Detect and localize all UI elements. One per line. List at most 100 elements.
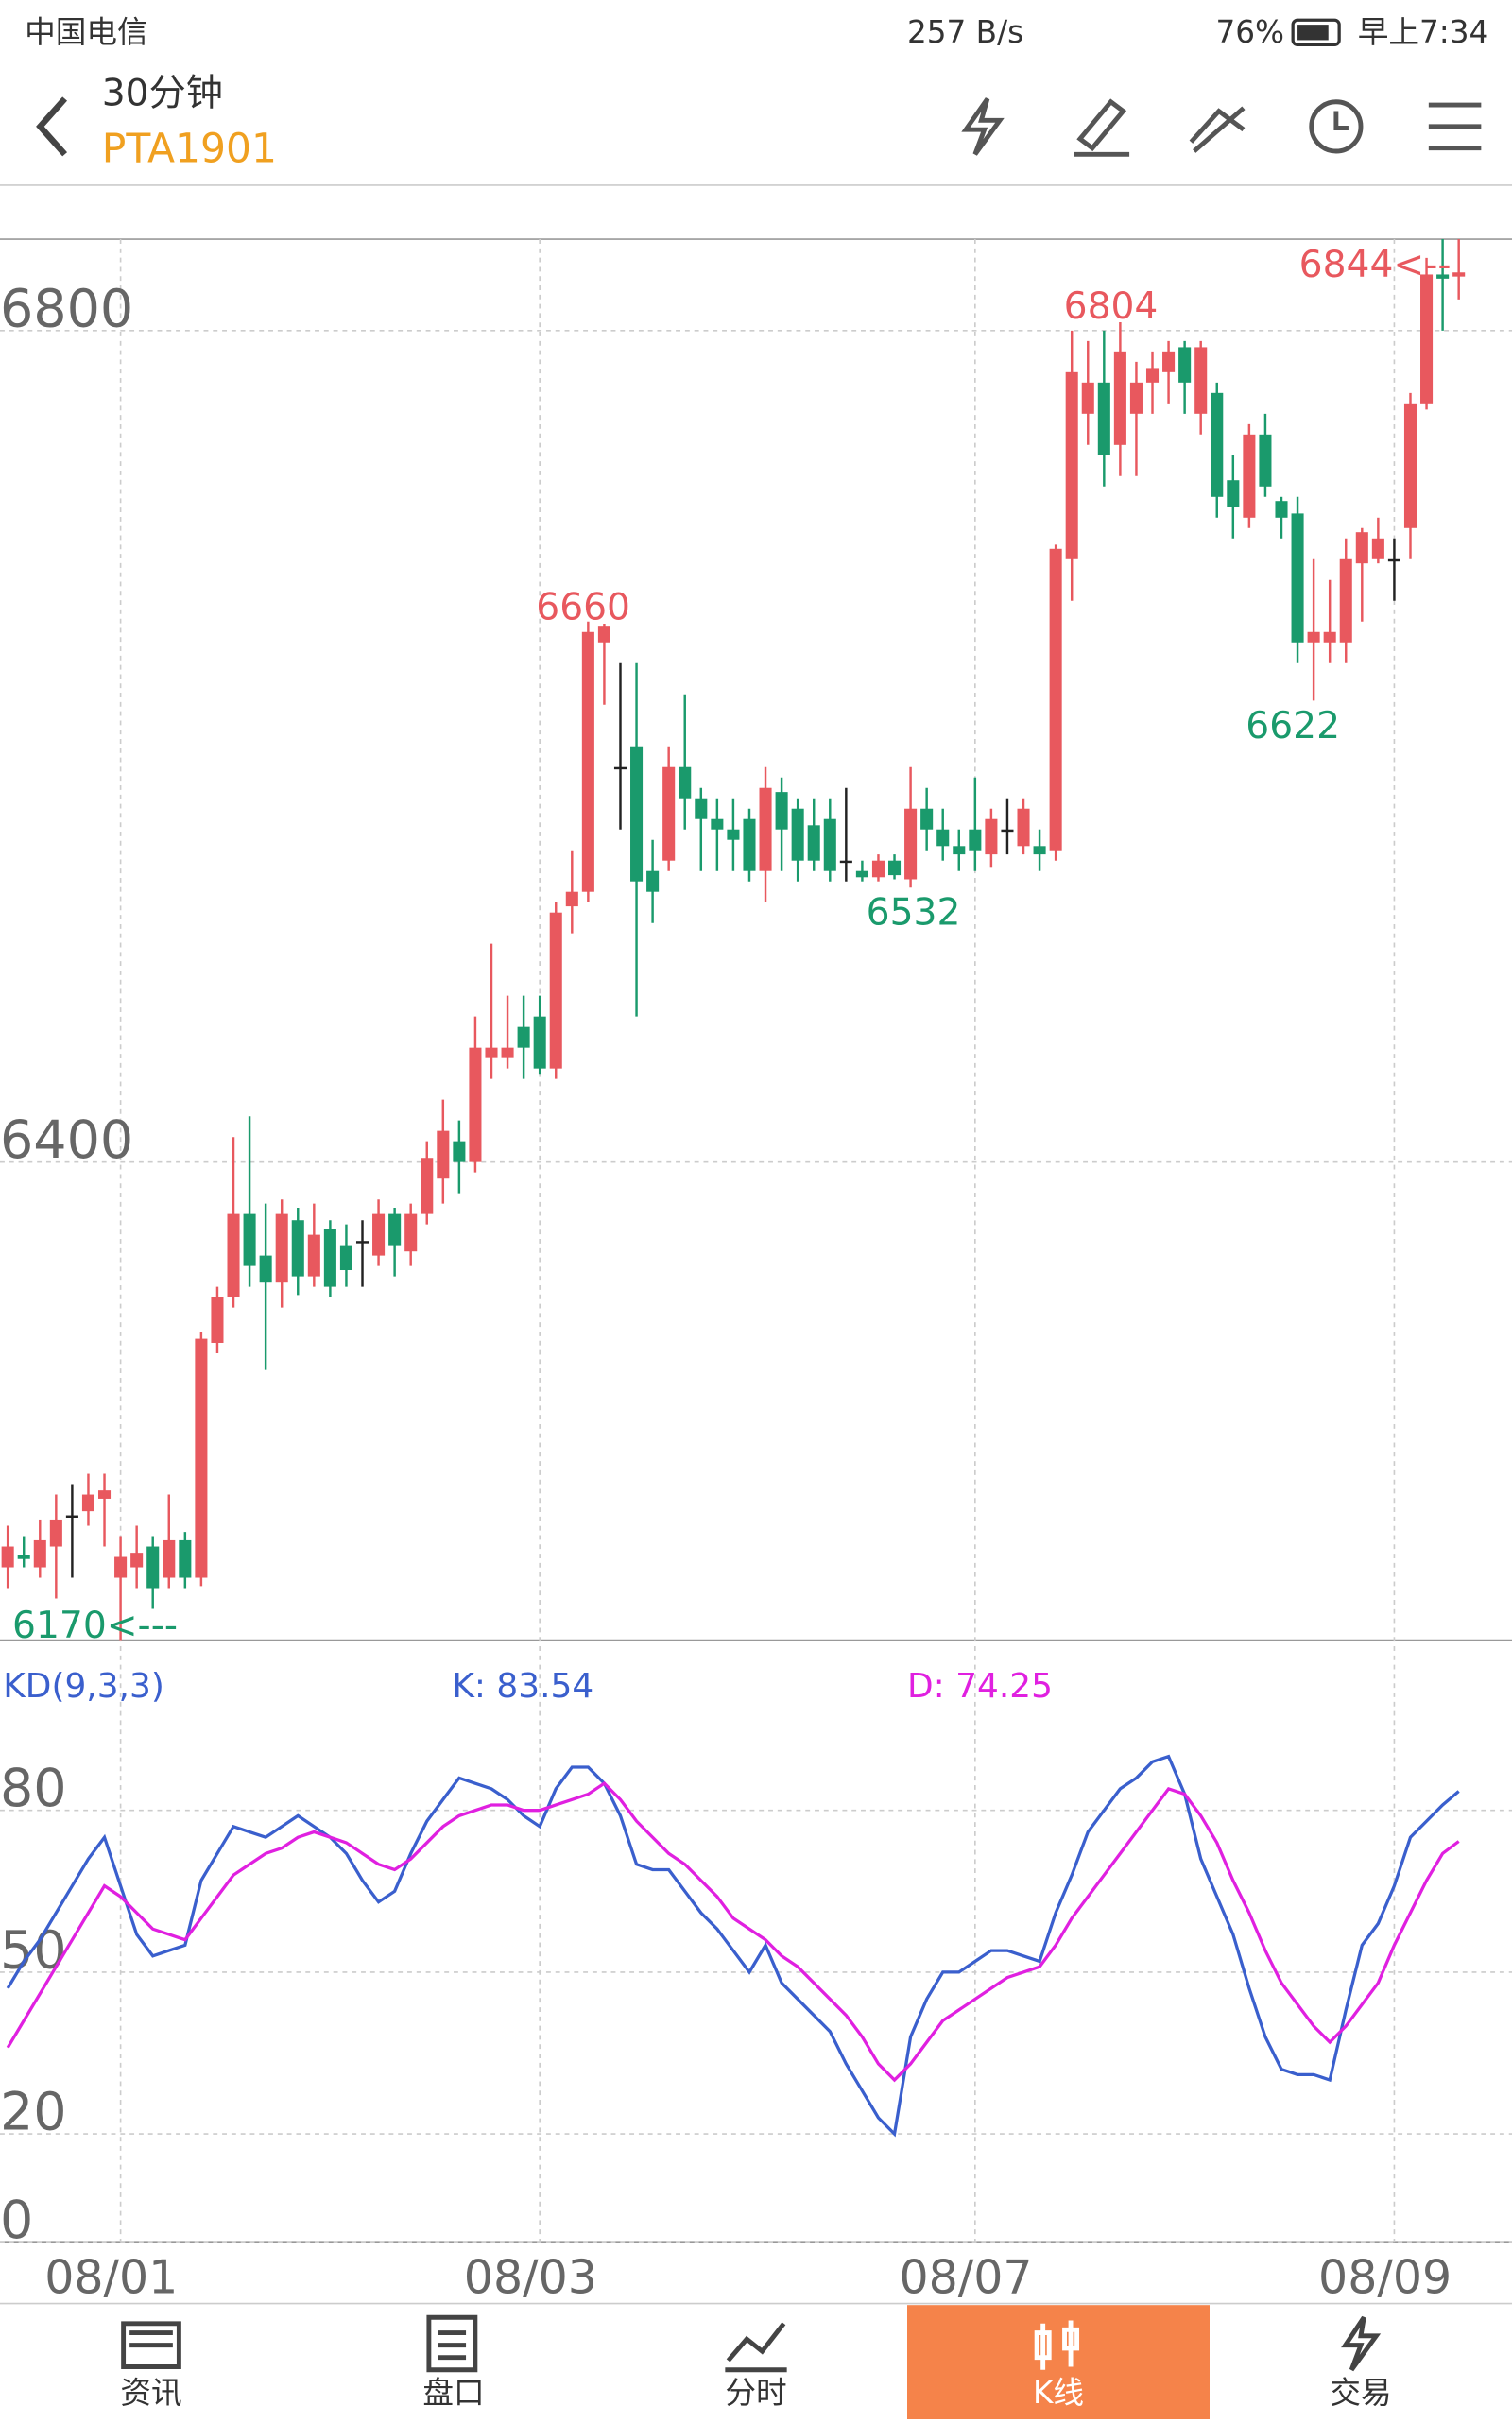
candle-body xyxy=(195,1338,208,1578)
nav-icon[interactable] xyxy=(426,2314,478,2373)
price-annotation: 6532 xyxy=(867,892,961,935)
candle-body xyxy=(695,798,708,819)
nav-label[interactable]: K线 xyxy=(1033,2375,1084,2411)
candle-body xyxy=(114,1556,128,1578)
candle-body xyxy=(1178,347,1192,383)
candle-body xyxy=(1162,351,1176,372)
candle-body xyxy=(953,846,966,855)
candle-body xyxy=(662,766,676,861)
candle-body xyxy=(243,1213,256,1266)
candle-body xyxy=(936,829,950,847)
candle-body xyxy=(517,1026,530,1048)
k-label: K: 83.54 xyxy=(452,1667,593,1706)
candle-body xyxy=(711,818,724,830)
candle-body xyxy=(404,1213,418,1252)
candle-body xyxy=(49,1519,62,1547)
candle-body xyxy=(98,1490,112,1499)
d-label: D: 74.25 xyxy=(907,1667,1053,1706)
candle-body xyxy=(1291,513,1304,643)
carrier: 中国电信 xyxy=(25,14,148,50)
candle-body xyxy=(743,818,756,871)
price-annotation: 6622 xyxy=(1246,705,1340,748)
candle-body xyxy=(646,870,660,892)
indicator-icon[interactable] xyxy=(1189,106,1246,153)
candle-body xyxy=(163,1539,176,1578)
candle-body xyxy=(1049,548,1062,851)
candle-body xyxy=(1081,382,1094,414)
candle-body xyxy=(501,1047,514,1058)
candle-body xyxy=(759,787,772,871)
y-tick-label: 0 xyxy=(0,2190,33,2251)
candle-body xyxy=(130,1553,144,1568)
candle-body xyxy=(421,1158,434,1214)
candle-body xyxy=(1145,368,1160,383)
menu-icon[interactable] xyxy=(1428,102,1482,151)
x-tick-label: 08/03 xyxy=(464,2251,597,2305)
candle-body xyxy=(549,912,562,1069)
candle-body xyxy=(81,1494,94,1512)
price-annotation: 6844<-- xyxy=(1299,244,1452,286)
candle-body xyxy=(1227,480,1240,507)
candle-body xyxy=(275,1213,288,1283)
candle-body xyxy=(1129,382,1143,414)
candle-body xyxy=(485,1047,498,1058)
candle-body xyxy=(775,792,788,830)
x-tick-label: 08/09 xyxy=(1318,2251,1452,2305)
candle-body xyxy=(323,1229,336,1287)
candle-body xyxy=(1065,371,1078,559)
nav-label[interactable]: 资讯 xyxy=(120,2375,181,2411)
draw-icon[interactable] xyxy=(1074,98,1130,157)
price-annotation: 6170<--- xyxy=(12,1605,178,1647)
candle-body xyxy=(307,1234,320,1277)
nav-icon[interactable] xyxy=(1034,2320,1080,2370)
candle-body xyxy=(1371,538,1384,559)
y-tick-label: 80 xyxy=(0,1758,67,1819)
y-tick-label: 6800 xyxy=(0,278,133,339)
candle-body xyxy=(679,766,692,799)
x-tick-label: 08/01 xyxy=(44,2251,178,2305)
nav-icon[interactable] xyxy=(121,2321,181,2369)
symbol: PTA1901 xyxy=(102,127,277,173)
candle-body xyxy=(1355,532,1368,564)
candle-body xyxy=(985,818,998,855)
candle-body xyxy=(1033,846,1046,855)
candle-body xyxy=(855,870,868,878)
period: 30分钟 xyxy=(102,73,223,115)
candle-body xyxy=(1339,558,1352,643)
nav-label[interactable]: 交易 xyxy=(1330,2375,1391,2411)
candle-body xyxy=(807,825,820,861)
candle-body xyxy=(871,860,885,878)
battery: 76% xyxy=(1216,14,1285,50)
nav-icon[interactable] xyxy=(725,2322,787,2373)
flash-icon[interactable] xyxy=(961,97,1005,156)
candle-body xyxy=(888,860,902,876)
candle-body xyxy=(791,808,804,861)
candle-body xyxy=(146,1546,160,1589)
candle-body xyxy=(17,1555,30,1559)
candle-body xyxy=(1403,403,1418,528)
nav-active-bg xyxy=(907,2305,1210,2419)
battery-level xyxy=(1297,25,1329,41)
candle-body xyxy=(581,631,594,892)
candle-body xyxy=(1243,434,1256,518)
candle-body xyxy=(823,818,836,871)
candle-body xyxy=(372,1213,386,1256)
candle-body xyxy=(1275,501,1288,518)
back-button[interactable] xyxy=(36,96,68,157)
candle-body xyxy=(1,1546,14,1568)
price-annotation: 6804 xyxy=(1064,285,1159,328)
candle-body xyxy=(339,1245,352,1271)
kd-line xyxy=(6,1781,1460,2083)
candle-body xyxy=(1097,382,1110,455)
nav-icon[interactable] xyxy=(1341,2315,1382,2372)
candle-body xyxy=(920,808,934,830)
nav-label[interactable]: 分时 xyxy=(725,2375,786,2411)
candle-body xyxy=(453,1141,466,1162)
kd-title: KD(9,3,3) xyxy=(3,1667,164,1706)
candle-body xyxy=(904,808,918,880)
candle-body xyxy=(1259,434,1272,487)
nav-label[interactable]: 盘口 xyxy=(422,2375,484,2411)
clock-icon[interactable] xyxy=(1309,99,1364,154)
